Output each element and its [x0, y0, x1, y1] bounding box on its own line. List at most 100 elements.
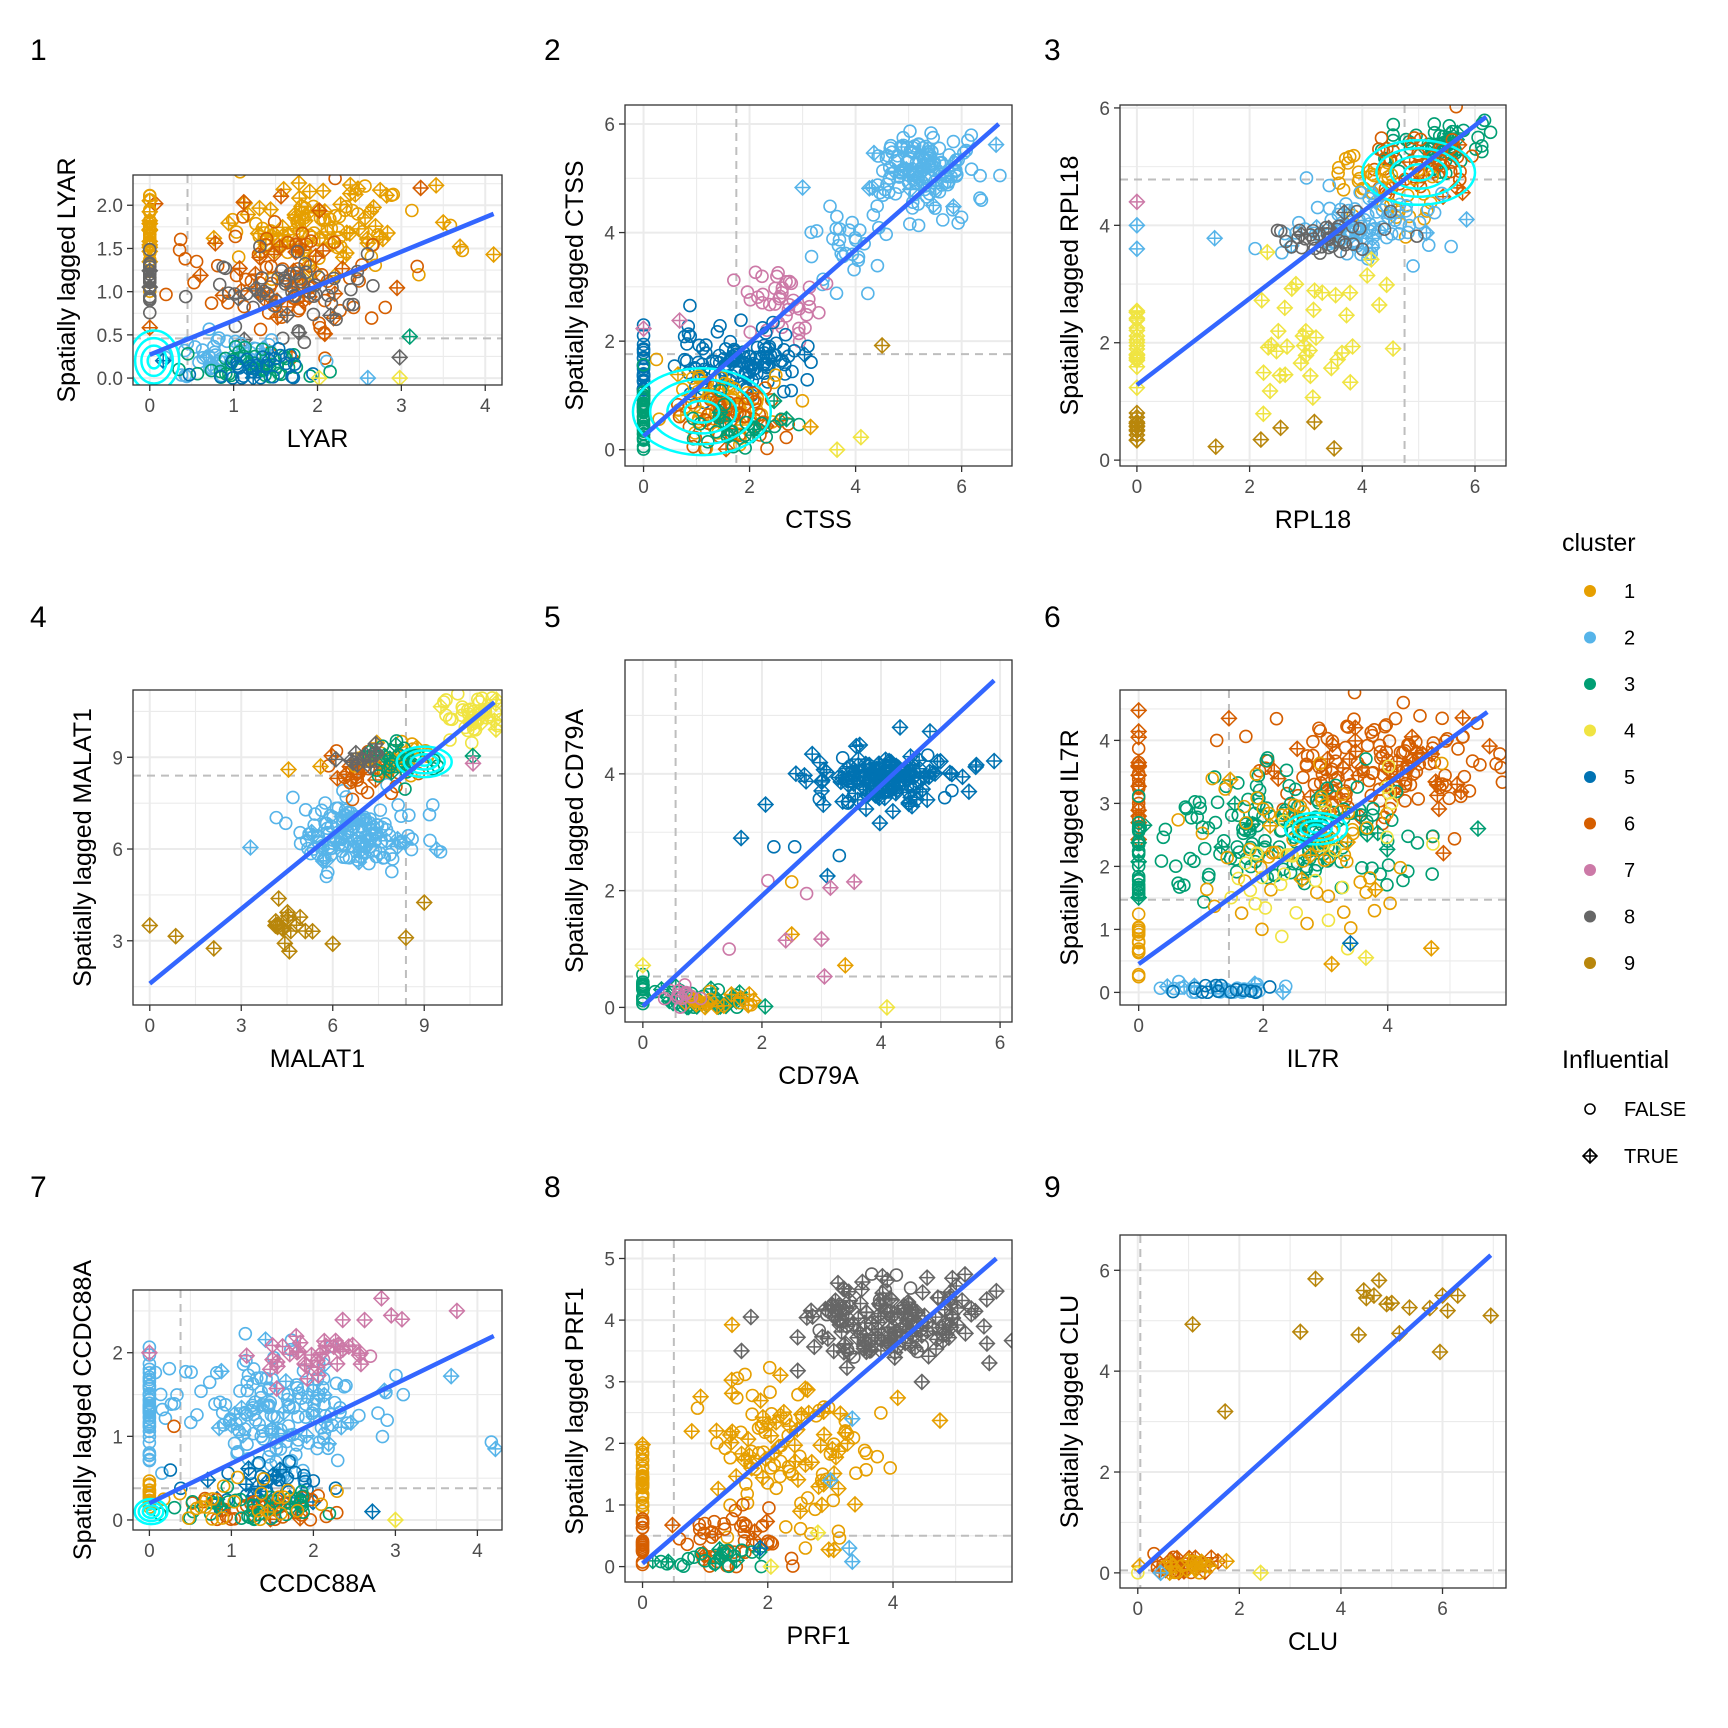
circle-marker	[1131, 969, 1146, 984]
influential-point	[797, 772, 815, 790]
circle-marker	[1411, 792, 1426, 806]
influential-point	[1337, 306, 1356, 324]
influential-point	[817, 763, 836, 781]
circle-marker	[636, 342, 651, 356]
circle-marker	[1442, 791, 1456, 806]
influential-point	[302, 1346, 321, 1364]
circle-marker	[1229, 864, 1244, 879]
influential-point	[878, 1271, 896, 1289]
circle-marker	[142, 1452, 157, 1467]
diamond-plus-marker	[289, 1342, 308, 1360]
diamond-plus-marker	[967, 758, 985, 776]
circle-marker	[888, 187, 903, 201]
circle-marker	[1369, 205, 1384, 219]
circle-marker	[832, 222, 847, 236]
circle-marker	[263, 224, 278, 238]
circle-marker	[728, 347, 743, 362]
circle-marker	[1434, 756, 1449, 771]
influential-point	[314, 242, 332, 260]
influential-point	[835, 1336, 853, 1354]
circle-marker	[230, 356, 244, 371]
influential-point	[1252, 431, 1270, 449]
circle-marker	[173, 1481, 188, 1496]
panel-border	[624, 104, 1013, 467]
circle-marker	[167, 1419, 181, 1434]
diamond-plus-marker	[1384, 340, 1402, 358]
circle-marker	[281, 1419, 296, 1433]
influential-point	[1216, 1402, 1234, 1421]
circle-marker	[720, 1530, 735, 1545]
influential-point	[1187, 1560, 1205, 1578]
circle-marker	[671, 988, 685, 1002]
y-axis-title: Spatially lagged MALAT1	[69, 708, 97, 987]
diamond-plus-marker	[1128, 240, 1146, 258]
circle-marker	[1224, 890, 1238, 905]
circle-marker	[1350, 780, 1365, 794]
circle-marker	[635, 1540, 650, 1554]
diamond-plus-marker	[1346, 719, 1364, 737]
diamond-plus-marker	[742, 1308, 760, 1326]
diamond-plus-marker	[843, 1410, 861, 1428]
circle-marker	[1392, 177, 1407, 191]
circle-marker	[1425, 867, 1439, 881]
circle-marker	[320, 222, 335, 237]
circle-marker	[736, 1497, 750, 1512]
influential-point	[140, 1344, 158, 1362]
circle-marker	[759, 430, 774, 444]
circle-marker	[831, 1524, 846, 1539]
diamond-plus-marker	[367, 745, 386, 763]
circle-marker	[295, 1489, 310, 1504]
influential-point	[1128, 216, 1146, 234]
circle-marker	[327, 235, 342, 250]
influential-point	[350, 853, 368, 871]
influential-point	[812, 1436, 830, 1454]
circle-marker	[903, 1281, 918, 1295]
diamond-plus-marker	[1439, 1302, 1457, 1320]
circle-marker	[360, 247, 375, 261]
diamond-plus-marker	[1283, 280, 1301, 298]
circle-marker	[186, 1504, 200, 1519]
diamond-plus-marker	[870, 755, 888, 773]
circle-marker	[292, 301, 307, 316]
influential-point	[279, 760, 298, 779]
circle-marker	[795, 393, 810, 408]
diamond-plus-marker	[809, 1524, 827, 1542]
diamond-plus-marker	[296, 922, 314, 940]
x-tick-label: 0	[1132, 477, 1143, 498]
diamond-plus-marker	[913, 1373, 931, 1391]
circle-marker	[1363, 871, 1377, 885]
circle-marker	[1328, 843, 1342, 858]
y-tick-label: 1	[112, 1427, 123, 1448]
influential-point	[978, 1290, 996, 1308]
circle-marker	[394, 809, 408, 823]
x-tick-label: 2	[757, 1033, 768, 1054]
circle-marker	[636, 413, 651, 427]
circle-marker	[832, 233, 847, 247]
circle-marker	[267, 214, 282, 229]
y-tick-label: 0.5	[97, 326, 123, 347]
x-axis-title: CCDC88A	[259, 1570, 376, 1598]
diamond-plus-marker	[862, 1341, 881, 1359]
diamond-plus-marker	[346, 185, 364, 204]
circle-marker	[794, 1496, 808, 1511]
circle-marker	[784, 383, 799, 398]
circle-marker	[170, 1388, 184, 1402]
circle-marker	[750, 340, 765, 355]
diamond-plus-marker	[918, 1269, 936, 1287]
regression-line	[641, 1256, 998, 1566]
circle-marker	[687, 1550, 701, 1565]
influential-point	[268, 1357, 286, 1375]
circle-marker	[1306, 223, 1320, 238]
influential-point	[953, 1291, 971, 1310]
circle-marker	[1284, 847, 1299, 862]
diamond-plus-marker	[324, 935, 342, 953]
points	[140, 1290, 502, 1529]
influential-point	[382, 1306, 400, 1324]
diamond-plus-marker	[889, 1389, 907, 1407]
circle-marker	[1210, 795, 1225, 810]
diamond-plus-marker	[1246, 975, 1264, 993]
influential-point	[205, 939, 223, 957]
circle-marker	[1231, 871, 1246, 886]
circle-marker	[450, 690, 465, 701]
circle-marker	[1293, 799, 1308, 814]
